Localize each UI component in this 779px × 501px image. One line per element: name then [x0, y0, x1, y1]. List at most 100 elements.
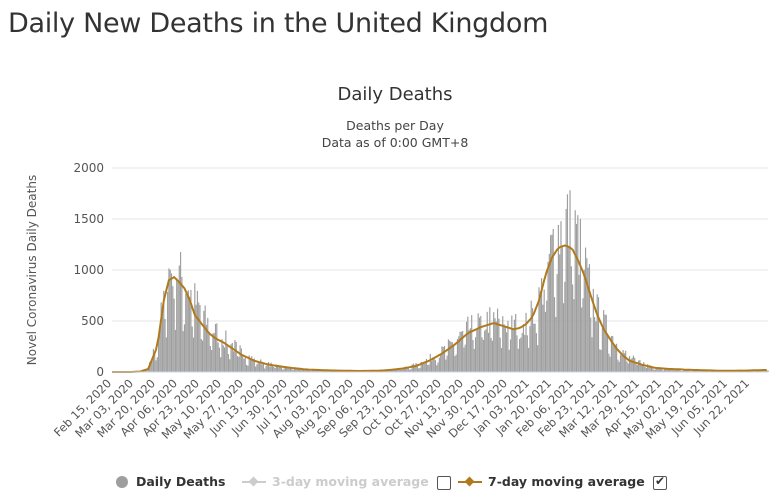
daily-deaths-bar[interactable]: [182, 331, 184, 372]
daily-deaths-bar[interactable]: [151, 358, 153, 372]
daily-deaths-bar[interactable]: [511, 315, 513, 372]
daily-deaths-bar[interactable]: [515, 313, 517, 372]
daily-deaths-bar[interactable]: [167, 291, 169, 372]
daily-deaths-bar[interactable]: [762, 370, 764, 372]
daily-deaths-bar[interactable]: [560, 221, 562, 372]
daily-deaths-bar[interactable]: [207, 317, 209, 372]
daily-deaths-bar[interactable]: [449, 340, 451, 372]
daily-deaths-bar[interactable]: [491, 340, 493, 372]
daily-deaths-bar[interactable]: [553, 297, 556, 372]
daily-deaths-bar[interactable]: [176, 278, 178, 372]
daily-deaths-bar[interactable]: [418, 368, 420, 372]
daily-deaths-bar[interactable]: [665, 367, 667, 372]
daily-deaths-bar[interactable]: [309, 370, 311, 372]
daily-deaths-bar[interactable]: [530, 300, 532, 372]
daily-deaths-bar[interactable]: [181, 276, 183, 372]
daily-deaths-bar[interactable]: [299, 367, 301, 372]
daily-deaths-bar[interactable]: [486, 311, 488, 372]
daily-deaths-bar[interactable]: [606, 334, 609, 372]
daily-deaths-bar[interactable]: [534, 323, 536, 372]
legend-item-ma7[interactable]: 7-day moving average: [458, 474, 645, 489]
daily-deaths-bar[interactable]: [178, 265, 180, 372]
daily-deaths-bar[interactable]: [406, 367, 408, 372]
daily-deaths-bar[interactable]: [155, 360, 157, 372]
daily-deaths-bar[interactable]: [410, 369, 412, 372]
daily-deaths-bar[interactable]: [676, 369, 679, 372]
daily-deaths-bar[interactable]: [667, 368, 669, 372]
daily-deaths-bar[interactable]: [209, 346, 211, 372]
daily-deaths-bar[interactable]: [619, 354, 622, 372]
daily-deaths-bar[interactable]: [427, 364, 429, 372]
daily-deaths-bar[interactable]: [293, 367, 296, 372]
daily-deaths-bar[interactable]: [623, 353, 625, 372]
daily-deaths-bar[interactable]: [498, 318, 500, 372]
daily-deaths-bar[interactable]: [388, 370, 390, 372]
daily-deaths-bar[interactable]: [583, 269, 585, 372]
daily-deaths-bar[interactable]: [595, 321, 597, 372]
daily-deaths-bar[interactable]: [261, 364, 263, 372]
daily-deaths-bar[interactable]: [245, 364, 248, 372]
daily-deaths-bar[interactable]: [503, 324, 505, 372]
daily-deaths-bar[interactable]: [397, 368, 399, 372]
daily-deaths-bar[interactable]: [446, 355, 448, 372]
ma7-checkbox[interactable]: ✔: [653, 474, 667, 490]
daily-deaths-bar[interactable]: [634, 357, 636, 372]
daily-deaths-bar[interactable]: [438, 357, 440, 372]
daily-deaths-bar[interactable]: [454, 356, 456, 372]
daily-deaths-bar[interactable]: [658, 367, 660, 372]
daily-deaths-bar[interactable]: [280, 365, 283, 372]
daily-deaths-bar[interactable]: [164, 319, 166, 372]
daily-deaths-bar[interactable]: [522, 324, 525, 372]
daily-deaths-bar[interactable]: [221, 339, 223, 372]
daily-deaths-bar[interactable]: [401, 369, 403, 372]
daily-deaths-bar[interactable]: [604, 314, 606, 372]
daily-deaths-bar[interactable]: [478, 317, 481, 372]
daily-deaths-bar[interactable]: [322, 370, 324, 372]
daily-deaths-bar[interactable]: [626, 361, 628, 372]
daily-deaths-bar[interactable]: [170, 273, 173, 372]
daily-deaths-bar[interactable]: [508, 349, 510, 372]
daily-deaths-bar[interactable]: [192, 337, 195, 372]
daily-deaths-bar[interactable]: [592, 288, 594, 372]
daily-deaths-bar[interactable]: [177, 281, 179, 372]
daily-deaths-bar[interactable]: [251, 356, 253, 372]
daily-deaths-bar[interactable]: [403, 367, 406, 372]
daily-deaths-bar[interactable]: [608, 353, 610, 372]
daily-deaths-bar[interactable]: [154, 351, 156, 372]
daily-deaths-bar[interactable]: [622, 350, 624, 372]
daily-deaths-bar[interactable]: [482, 339, 484, 372]
daily-deaths-bar[interactable]: [524, 334, 526, 372]
daily-deaths-bar[interactable]: [526, 335, 528, 372]
daily-deaths-bar[interactable]: [247, 365, 249, 372]
daily-deaths-bar[interactable]: [185, 293, 187, 372]
daily-deaths-bar[interactable]: [573, 299, 575, 372]
daily-deaths-bar[interactable]: [432, 357, 434, 372]
daily-deaths-bar[interactable]: [459, 331, 461, 372]
daily-deaths-bar[interactable]: [499, 337, 501, 372]
daily-deaths-bar[interactable]: [562, 303, 565, 372]
daily-deaths-bar[interactable]: [618, 361, 620, 372]
daily-deaths-bar[interactable]: [504, 325, 506, 372]
daily-deaths-bar[interactable]: [697, 370, 699, 372]
daily-deaths-bar[interactable]: [301, 369, 303, 372]
daily-deaths-bar[interactable]: [471, 315, 473, 372]
ma7-line[interactable]: [112, 244, 767, 373]
daily-deaths-bar[interactable]: [169, 269, 171, 372]
daily-deaths-bar[interactable]: [230, 344, 232, 372]
daily-deaths-bar[interactable]: [657, 368, 659, 372]
daily-deaths-bar[interactable]: [494, 318, 496, 372]
daily-deaths-bar[interactable]: [561, 247, 563, 372]
daily-deaths-bar[interactable]: [200, 338, 202, 372]
daily-deaths-bar[interactable]: [614, 344, 616, 372]
daily-deaths-bar[interactable]: [220, 357, 222, 372]
daily-deaths-bar[interactable]: [291, 368, 293, 372]
daily-deaths-bar[interactable]: [640, 364, 642, 372]
daily-deaths-bar[interactable]: [552, 228, 554, 372]
daily-deaths-bar[interactable]: [663, 369, 666, 372]
daily-deaths-bar[interactable]: [616, 343, 618, 372]
daily-deaths-bar[interactable]: [512, 329, 514, 372]
daily-deaths-bar[interactable]: [669, 369, 671, 372]
daily-deaths-bar[interactable]: [540, 278, 543, 372]
daily-deaths-bar[interactable]: [463, 347, 465, 372]
daily-deaths-bar[interactable]: [191, 326, 193, 372]
